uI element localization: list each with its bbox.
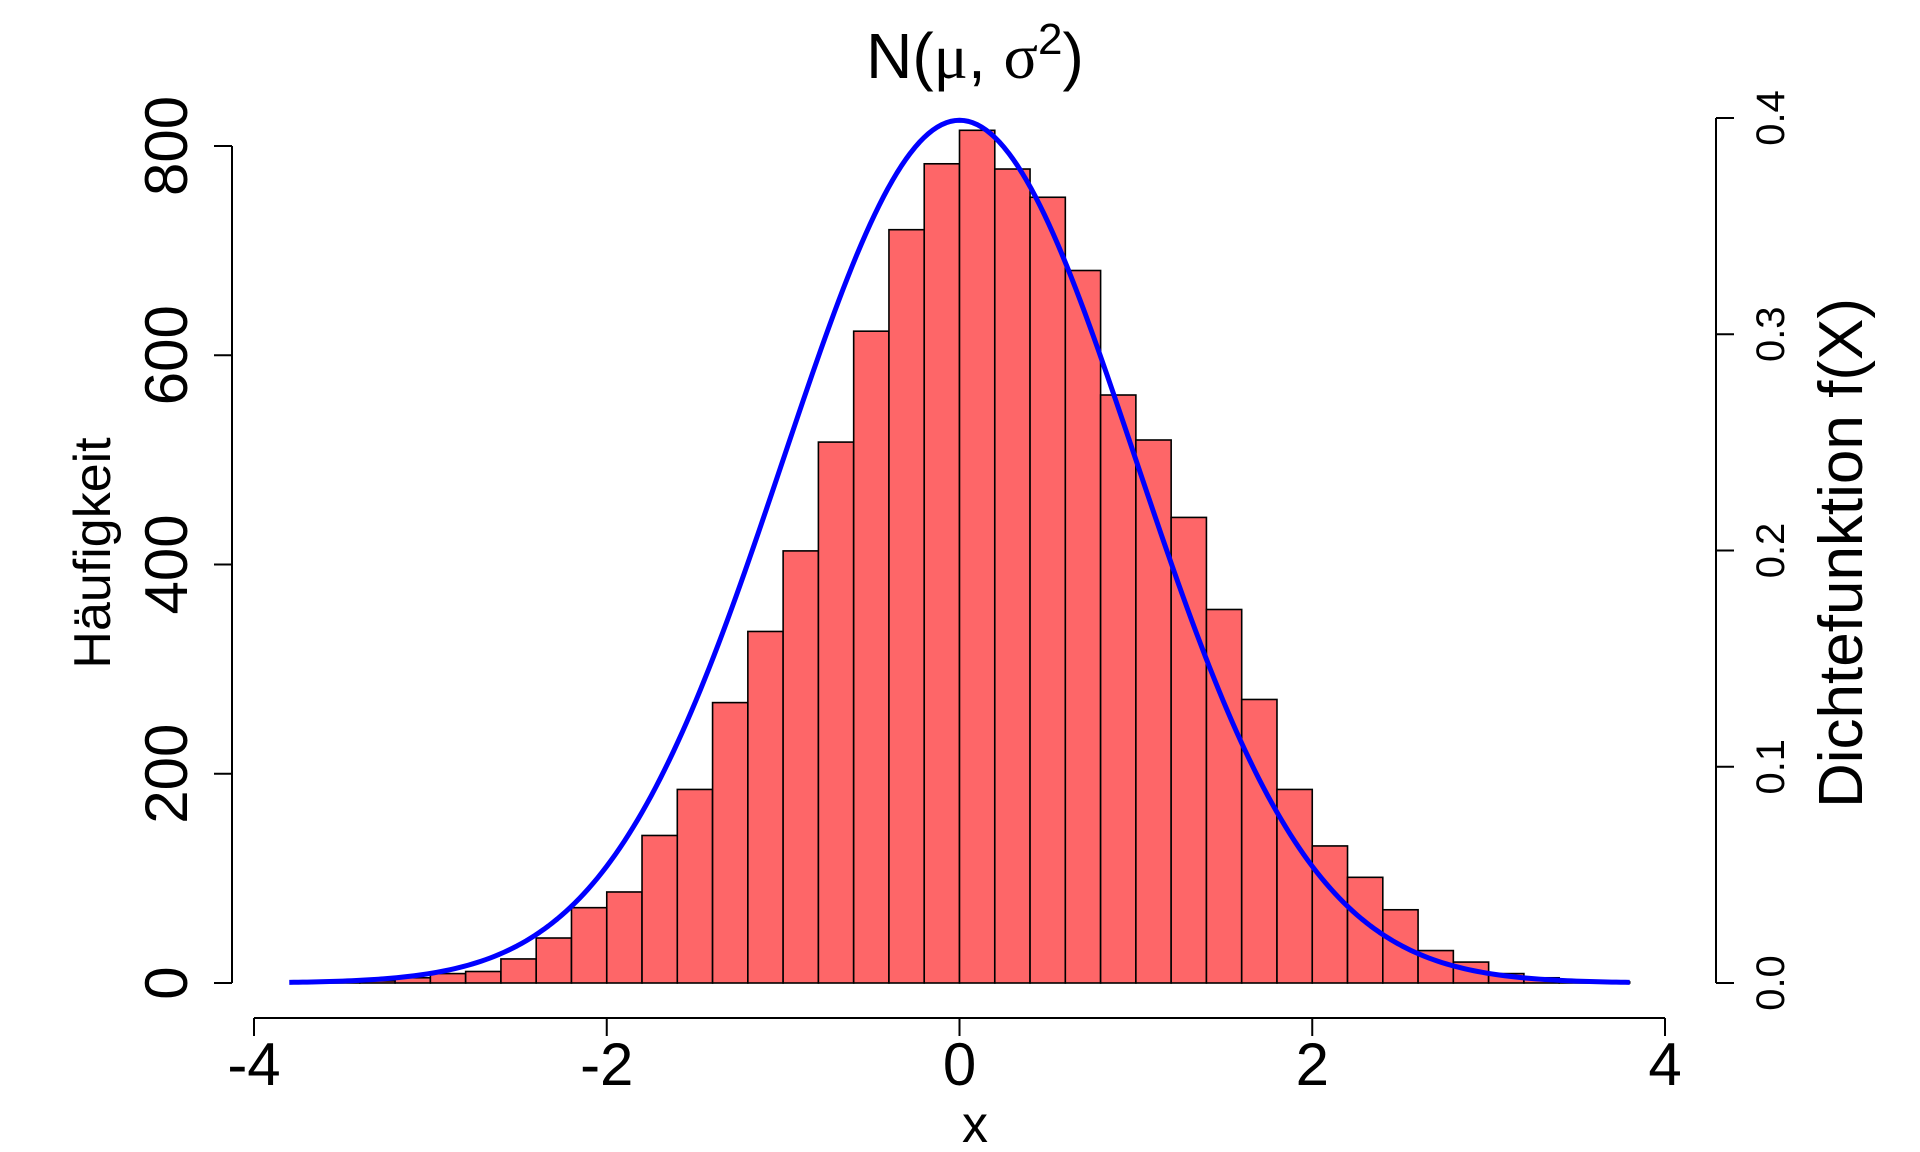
- histogram-bar: [1170, 516, 1208, 984]
- y2-tick-label: 0.2: [1749, 523, 1793, 579]
- histogram-bar: [852, 330, 890, 984]
- histogram-bar: [500, 958, 537, 984]
- histogram-bar: [1311, 845, 1349, 984]
- histogram-bar: [1099, 394, 1137, 984]
- y-tick-label: 800: [133, 96, 200, 196]
- y-tick-label: 600: [133, 305, 200, 405]
- histogram-bar: [747, 630, 784, 984]
- histogram-bar: [1064, 269, 1102, 984]
- x-axis-label: x: [962, 1096, 988, 1152]
- histogram-bar: [993, 168, 1031, 984]
- histogram-bar: [464, 970, 502, 984]
- y-axis-left: 0 200 400 600 800: [133, 96, 233, 1000]
- histogram-bar: [535, 937, 573, 984]
- y2-axis-label: Dichtefunktion f(X): [1807, 298, 1876, 808]
- chart-title-sigma: σ: [1004, 21, 1039, 92]
- chart-title-mu: μ: [934, 21, 968, 92]
- x-tick-label: 2: [1296, 1031, 1329, 1098]
- histogram-bar: [676, 788, 714, 984]
- y-axis-label: Häufigkeit: [64, 437, 122, 669]
- histogram-bar: [1205, 608, 1243, 984]
- histogram-bars: [323, 129, 1631, 984]
- histogram-bar: [1029, 196, 1067, 984]
- chart-title-exponent: 2: [1038, 15, 1062, 64]
- histogram-bar: [1135, 439, 1172, 984]
- histogram-bar: [888, 228, 926, 984]
- chart-title-separator: ,: [968, 20, 1004, 92]
- y2-tick-label: 0.4: [1749, 90, 1793, 146]
- histogram-bar: [958, 129, 996, 984]
- x-tick-label: 4: [1648, 1031, 1681, 1098]
- histogram-bar: [782, 550, 820, 984]
- y2-tick-label: 0.1: [1749, 739, 1793, 795]
- chart-title-prefix: N(: [866, 20, 934, 92]
- x-tick-label: 0: [943, 1031, 976, 1098]
- y-axis-right: 0.0 0.1 0.2 0.3 0.4: [1715, 90, 1793, 1011]
- histogram-bar: [711, 701, 749, 984]
- histogram-bar: [817, 441, 855, 984]
- histogram-bar: [641, 834, 679, 984]
- chart-title: N(μ, σ2): [866, 15, 1084, 92]
- y2-tick-label: 0.0: [1749, 955, 1793, 1011]
- x-tick-label: -4: [227, 1031, 280, 1098]
- histogram-bar: [1240, 698, 1278, 984]
- y-tick-label: 400: [133, 514, 200, 614]
- histogram-bar: [570, 906, 608, 984]
- histogram-bar: [923, 162, 961, 984]
- x-tick-label: -2: [580, 1031, 633, 1098]
- y2-tick-label: 0.3: [1749, 306, 1793, 362]
- y-tick-label: 0: [133, 966, 200, 999]
- y-tick-label: 200: [133, 724, 200, 824]
- density-curve-line: [289, 117, 1630, 985]
- histogram-bar: [605, 891, 643, 984]
- x-axis: -4 -2 0 2 4: [227, 1017, 1682, 1098]
- chart-title-suffix: ): [1063, 20, 1084, 92]
